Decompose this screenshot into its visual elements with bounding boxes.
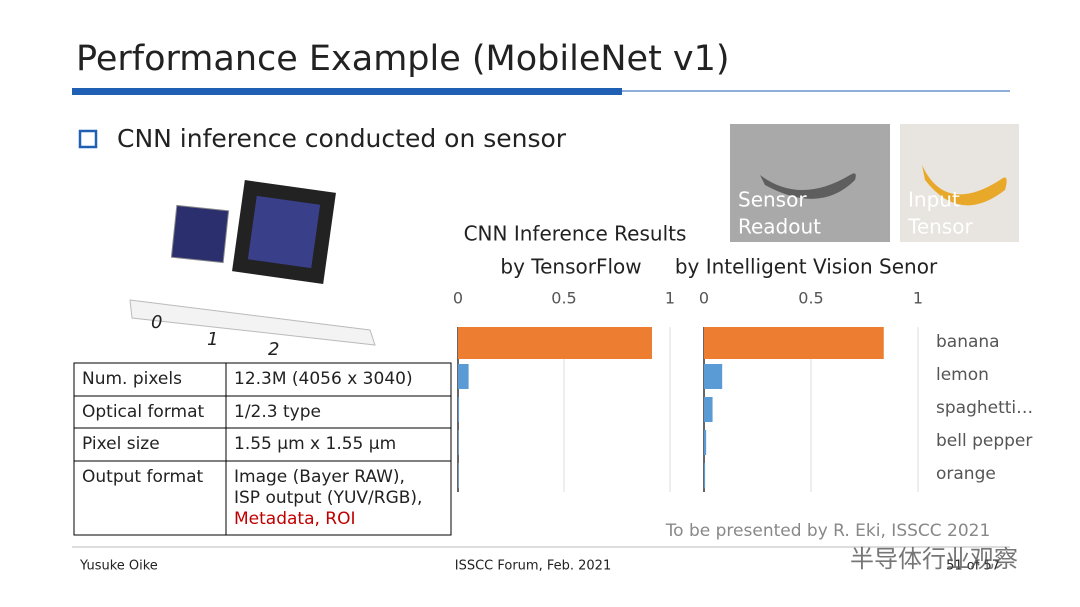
- footer-author: Yusuke Oike: [79, 559, 158, 574]
- x-tick-label: 0.5: [551, 289, 576, 308]
- table-cell: 12.3M (4056 x 3040): [234, 369, 413, 389]
- bar: [704, 463, 706, 488]
- x-tick-label: 0: [699, 289, 709, 308]
- ruler-label: 0: [151, 312, 162, 333]
- image-label: Tensor: [907, 215, 973, 239]
- table-cell: ISP output (YUV/RGB),: [234, 488, 422, 508]
- bar: [458, 397, 460, 422]
- note: To be presented by R. Eki, ISSCC 2021: [665, 521, 991, 541]
- chip-photo: [129, 180, 376, 346]
- spec-table: [73, 362, 452, 536]
- table-cell: 1/2.3 type: [234, 402, 321, 422]
- x-tick-label: 0: [453, 289, 463, 308]
- footer-page: 51 of 57: [946, 559, 1000, 574]
- bar: [458, 463, 459, 488]
- image-label: Sensor: [738, 188, 807, 212]
- category-label: lemon: [936, 365, 989, 385]
- table-cell: Pixel size: [82, 434, 160, 454]
- ruler-label: 1: [207, 329, 218, 350]
- bar: [458, 327, 652, 359]
- series-title: by TensorFlow: [500, 255, 641, 279]
- table-cell: Optical format: [82, 402, 205, 422]
- slide-title: Performance Example (MobileNet v1): [76, 39, 730, 79]
- category-label: banana: [936, 332, 1000, 352]
- image-label: Input: [908, 188, 960, 212]
- chart-title: CNN Inference Results: [464, 222, 687, 246]
- category-label: orange: [936, 464, 996, 484]
- bar: [458, 430, 459, 455]
- category-label: bell pepper: [936, 431, 1032, 451]
- series-title: by Intelligent Vision Senor: [675, 255, 938, 279]
- ruler-label: 2: [268, 339, 279, 360]
- x-tick-label: 1: [913, 289, 923, 308]
- bar: [704, 364, 723, 389]
- watermark: 半导体行业观察: [850, 545, 1018, 573]
- bullet-text: CNN inference conducted on sensor: [117, 124, 567, 153]
- table-cell: Output format: [82, 467, 204, 487]
- category-label: spaghetti…: [936, 398, 1033, 418]
- table-cell: Num. pixels: [82, 369, 182, 389]
- banana-gray: [760, 173, 856, 199]
- x-tick-label: 0.5: [798, 289, 823, 308]
- x-tick-label: 1: [665, 289, 675, 308]
- table-cell: 1.55 µm x 1.55 µm: [234, 434, 396, 454]
- bar: [704, 430, 707, 455]
- title-bar: [72, 88, 622, 95]
- footer-event: ISSCC Forum, Feb. 2021: [455, 559, 611, 574]
- sensor-readout-image: [730, 124, 890, 242]
- bullet-box: [78, 129, 98, 149]
- bar: [704, 327, 884, 359]
- table-cell: Metadata, ROI: [234, 509, 356, 529]
- banana-color: [922, 165, 1007, 206]
- bar: [458, 364, 469, 389]
- image-label: Readout: [738, 215, 821, 239]
- bar: [704, 397, 713, 422]
- table-cell: Image (Bayer RAW),: [234, 467, 405, 487]
